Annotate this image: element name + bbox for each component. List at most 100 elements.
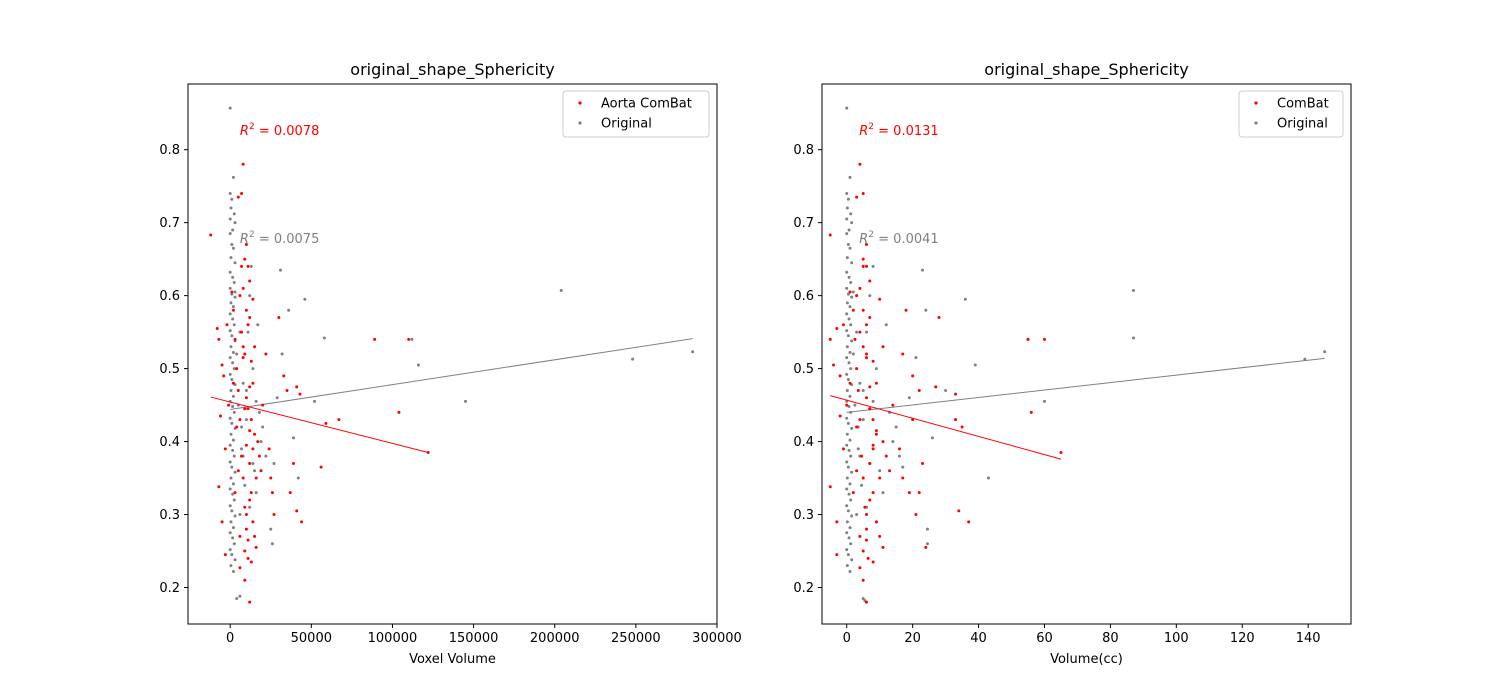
data-point-original — [231, 228, 235, 232]
data-point-original — [850, 339, 854, 343]
data-point-original — [845, 301, 849, 305]
data-point-combat — [888, 469, 892, 473]
data-point-original — [848, 246, 852, 250]
data-point-original — [230, 465, 234, 469]
data-point-aorta-combat — [254, 545, 258, 549]
data-point-original — [229, 206, 233, 210]
data-point-aorta-combat — [300, 520, 304, 524]
data-point-combat — [858, 286, 862, 290]
data-point-combat — [871, 560, 875, 564]
data-point-aorta-combat — [264, 352, 268, 356]
data-point-original — [845, 388, 849, 392]
data-point-original — [848, 394, 852, 398]
data-point-original — [233, 514, 237, 518]
data-point-original — [845, 443, 849, 447]
data-point-combat — [864, 243, 868, 247]
data-point-original — [986, 476, 990, 480]
data-point-aorta-combat — [251, 447, 255, 451]
data-point-aorta-combat — [223, 553, 227, 557]
data-point-combat — [868, 385, 872, 389]
data-point-aorta-combat — [282, 374, 286, 378]
data-point-original — [973, 363, 977, 367]
data-point-original — [925, 542, 929, 546]
data-point-aorta-combat — [220, 363, 224, 367]
data-point-original — [231, 275, 235, 279]
data-point-original — [254, 399, 258, 403]
data-point-aorta-combat — [244, 308, 248, 312]
data-point-original — [231, 317, 235, 321]
data-point-original — [848, 482, 852, 486]
data-point-original — [1131, 289, 1135, 293]
data-point-combat — [878, 534, 882, 538]
data-point-original — [914, 356, 918, 360]
data-point-aorta-combat — [220, 520, 224, 524]
chart-panel-2: original_shape_Sphericity 0 20 40 60 80 100 120… — [793, 60, 1352, 667]
data-point-original — [850, 221, 854, 225]
data-point-combat — [953, 392, 957, 396]
data-point-combat — [864, 527, 868, 531]
data-point-original — [845, 432, 849, 436]
data-point-original — [228, 504, 232, 508]
data-point-original — [848, 526, 852, 530]
data-point-original — [868, 294, 872, 298]
chart-title: original_shape_Sphericity — [984, 60, 1188, 80]
data-point-combat — [855, 425, 859, 429]
data-point-original — [845, 460, 849, 464]
x-tick-label: 300000 — [692, 631, 742, 646]
trendline-combat — [830, 395, 1062, 460]
x-axis-label: Volume(cc) — [1050, 652, 1123, 667]
data-point-original — [228, 372, 232, 376]
data-point-original — [228, 356, 232, 360]
data-point-original — [232, 542, 236, 546]
data-point-combat — [861, 578, 865, 582]
data-point-original — [322, 336, 326, 340]
data-point-original — [845, 312, 849, 316]
data-point-original — [864, 330, 868, 334]
data-point-aorta-combat — [270, 491, 274, 495]
data-point-aorta-combat — [249, 418, 253, 422]
legend: Aorta ComBat Original — [562, 90, 710, 138]
y-tick-label: 0.3 — [793, 508, 814, 523]
data-point-original — [228, 443, 232, 447]
data-point-original — [228, 548, 232, 552]
series-combat — [828, 162, 1063, 604]
data-point-original — [313, 399, 317, 403]
data-point-original — [930, 436, 934, 440]
data-point-aorta-combat — [257, 454, 261, 458]
data-point-original — [845, 106, 849, 110]
data-point-original — [849, 212, 853, 216]
data-point-original — [846, 197, 850, 201]
data-point-original — [845, 191, 849, 195]
data-point-aorta-combat — [240, 191, 244, 195]
data-point-original — [1323, 350, 1327, 354]
data-point-original — [855, 330, 859, 334]
data-point-original — [233, 290, 237, 294]
data-point-aorta-combat — [373, 337, 377, 341]
data-point-original — [230, 378, 234, 382]
data-point-original — [416, 363, 420, 367]
data-point-original — [231, 351, 235, 355]
data-point-original — [897, 454, 901, 458]
data-point-original — [232, 280, 236, 284]
data-point-original — [231, 482, 235, 486]
data-point-combat — [868, 461, 872, 465]
data-point-combat — [907, 491, 911, 495]
data-point-aorta-combat — [231, 381, 235, 385]
data-point-original — [231, 536, 235, 540]
data-point-combat — [897, 447, 901, 451]
data-point-original — [251, 367, 255, 371]
data-point-combat — [967, 520, 971, 524]
data-point-original — [228, 286, 232, 290]
data-point-combat — [835, 326, 839, 330]
x-tick-label: 40 — [970, 631, 987, 646]
data-point-combat — [937, 316, 941, 320]
data-point-original — [849, 498, 853, 502]
data-point-original — [291, 436, 295, 440]
y-tick-label: 0.4 — [793, 435, 814, 450]
r-squared-annotation: R2 = 0.0041 — [859, 230, 938, 247]
data-point-aorta-combat — [238, 418, 242, 422]
data-point-combat — [835, 520, 839, 524]
data-point-aorta-combat — [241, 476, 245, 480]
data-point-original — [229, 388, 233, 392]
data-point-aorta-combat — [251, 381, 255, 385]
